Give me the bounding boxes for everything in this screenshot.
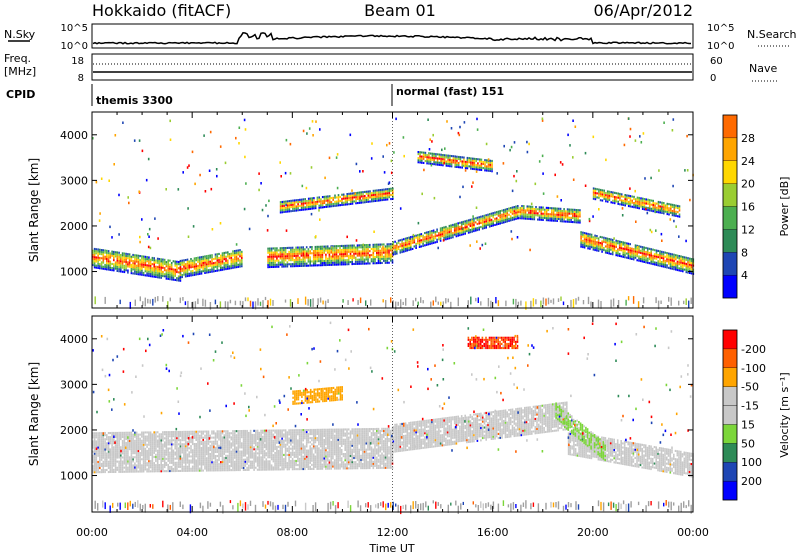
x-tick-label: 00:00 (76, 526, 108, 539)
velocity-colorbar-segment (722, 480, 738, 501)
station-title: Hokkaido (fitACF) (92, 1, 231, 20)
noise-panel (91, 23, 694, 49)
power-colorbar-frame (722, 114, 738, 299)
power-colorbar-label: Power [dB] (778, 177, 791, 237)
power-colorbar-segment (722, 206, 738, 230)
cpid-mode-1: themis 3300 (96, 94, 173, 107)
y-axis-label: Slant Range [km] (27, 362, 41, 466)
noise-left-label: N.Sky (4, 28, 36, 41)
power-panel: 1000 2000 3000 4000 Slant Range [km] (27, 111, 695, 311)
y-tick-label: 4000 (60, 333, 88, 346)
freq-tick-bottom: 8 (78, 73, 84, 84)
x-tick-label: 20:00 (577, 526, 609, 539)
power-colorbar-segment (722, 137, 738, 161)
cpid-label: CPID (6, 88, 35, 101)
y-tick-label: 3000 (60, 378, 88, 391)
noise-right-tick-bottom: 10^0 (707, 41, 734, 52)
y-tick-label: 4000 (60, 129, 88, 142)
velocity-colorbar-tick: -15 (741, 400, 759, 413)
velocity-echo-cells (92, 321, 694, 515)
plot-frame (91, 315, 694, 513)
velocity-colorbar-segment (722, 329, 738, 350)
x-tick-label: 04:00 (176, 526, 208, 539)
velocity-colorbar-label: Velocity [m s⁻¹] (778, 372, 791, 457)
nave-tick-top: 60 (710, 56, 723, 67)
power-colorbar-tick: 28 (741, 132, 755, 145)
velocity-colorbar-tick: 15 (741, 418, 755, 431)
velocity-colorbar-tick: -100 (741, 362, 766, 375)
y-tick-label: 2000 (60, 424, 88, 437)
power-colorbar-tick: 12 (741, 223, 755, 236)
freq-panel (91, 53, 694, 81)
x-tick-labels: 00:00 04:00 08:00 12:00 16:00 20:00 00:00 (76, 526, 709, 539)
power-colorbar-segment (722, 274, 738, 299)
noise-sky-trace (92, 32, 691, 45)
noise-right-label: N.Search (747, 28, 797, 41)
noise-right-tick-top: 10^5 (707, 23, 734, 34)
velocity-colorbar-segment (722, 462, 738, 482)
noise-left-tick-top: 10^5 (61, 23, 88, 34)
velocity-panel: 1000 2000 3000 4000 Slant Range [km] (27, 315, 694, 515)
velocity-colorbar-segment (722, 386, 738, 406)
beam-title: Beam 01 (364, 1, 436, 20)
power-colorbar: 4 8 12 16 20 24 28 Power [dB] (722, 114, 791, 299)
velocity-colorbar-segment (722, 405, 738, 425)
velocity-colorbar-segment (722, 348, 738, 368)
noise-left-tick-bottom: 10^0 (61, 41, 88, 52)
power-colorbar-segment (722, 114, 738, 139)
plot-frame (91, 111, 694, 309)
cpid-mode-2: normal (fast) 151 (396, 85, 504, 98)
power-colorbar-segment (722, 183, 738, 207)
power-colorbar-tick: 8 (741, 246, 748, 259)
velocity-colorbar-segment (722, 424, 738, 444)
freq-tick-top: 18 (71, 56, 84, 67)
power-colorbar-tick: 16 (741, 201, 755, 214)
power-colorbar-tick: 24 (741, 155, 755, 168)
velocity-colorbar-tick: -200 (741, 343, 766, 356)
power-colorbar-tick: 20 (741, 178, 755, 191)
y-tick-label: 2000 (60, 220, 88, 233)
velocity-colorbar-segment (722, 367, 738, 387)
power-colorbar-tick: 4 (741, 269, 748, 282)
freq-label-2: [MHz] (4, 65, 36, 78)
y-tick-label: 1000 (60, 470, 88, 483)
velocity-colorbar-frame (722, 329, 738, 501)
y-tick-label: 1000 (60, 266, 88, 279)
x-tick-label: 08:00 (276, 526, 308, 539)
velocity-colorbar: 200 100 50 15 -15 -50 -100 -200 Velocity [m s⁻¹] (722, 329, 791, 501)
nave-label: Nave (749, 62, 777, 75)
x-axis-label: Time UT (368, 542, 414, 554)
freq-label-1: Freq. (4, 52, 31, 65)
power-echo-cells (92, 117, 695, 311)
velocity-colorbar-tick: -50 (741, 381, 759, 394)
x-tick-label: 16:00 (477, 526, 509, 539)
velocity-colorbar-tick: 200 (741, 475, 762, 488)
y-axis-label: Slant Range [km] (27, 158, 41, 262)
nave-tick-bottom: 0 (710, 73, 716, 84)
velocity-colorbar-tick: 50 (741, 437, 755, 450)
x-tick-label: 12:00 (377, 526, 409, 539)
power-colorbar-segment (722, 229, 738, 253)
power-colorbar-segment (722, 160, 738, 184)
date-title: 06/Apr/2012 (593, 1, 693, 20)
power-colorbar-segment (722, 252, 738, 276)
velocity-colorbar-tick: 100 (741, 456, 762, 469)
y-tick-label: 3000 (60, 174, 88, 187)
x-tick-label: 00:00 (677, 526, 709, 539)
velocity-colorbar-segment (722, 443, 738, 463)
